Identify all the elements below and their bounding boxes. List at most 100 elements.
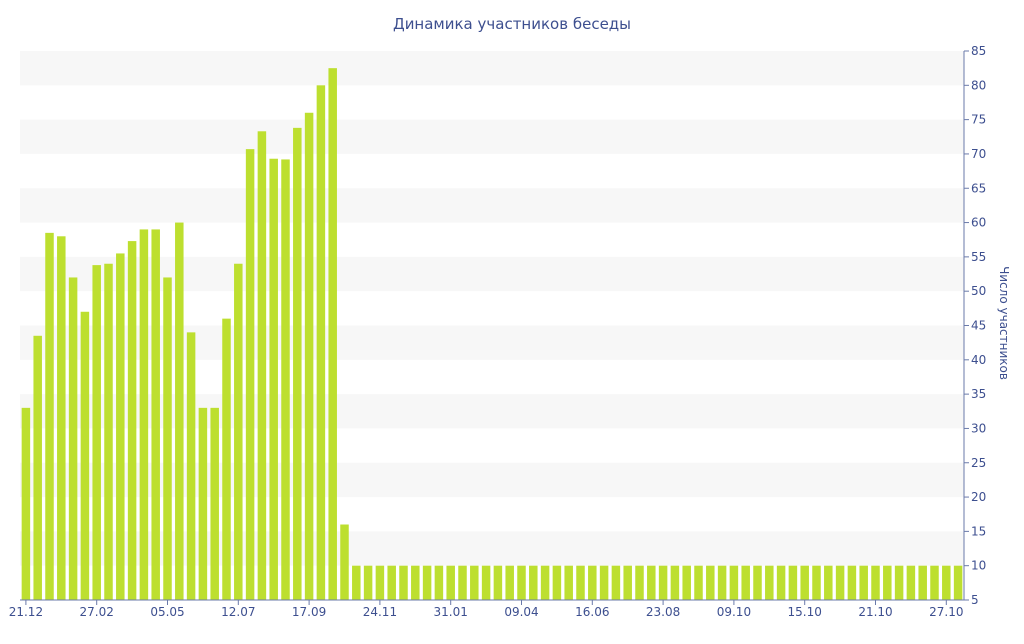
bar[interactable] — [470, 565, 479, 600]
y-tick-label: 35 — [971, 387, 986, 401]
y-axis-ticks: 5 10 15 20 25 30 35 40 45 50 55 60 65 70 75 80 85 — [964, 44, 986, 607]
bar[interactable] — [116, 253, 125, 600]
bar[interactable] — [363, 565, 373, 600]
x-tick-label: 21.12 — [9, 605, 43, 619]
bar[interactable] — [186, 332, 196, 600]
bar[interactable] — [139, 229, 149, 601]
bar[interactable] — [918, 565, 927, 600]
bar[interactable] — [234, 263, 243, 600]
bar[interactable] — [623, 565, 632, 600]
x-tick-label: 24.11 — [363, 605, 397, 619]
bar[interactable] — [175, 222, 184, 600]
x-tick-label: 27.02 — [80, 605, 114, 619]
bar[interactable] — [658, 565, 668, 600]
bar[interactable] — [257, 131, 267, 601]
bar[interactable] — [163, 277, 172, 600]
bar[interactable] — [68, 277, 78, 600]
bar[interactable] — [729, 565, 739, 600]
bar[interactable] — [21, 407, 31, 600]
bar[interactable] — [340, 524, 349, 600]
bar[interactable] — [694, 565, 703, 600]
bar-series — [21, 68, 963, 601]
bar[interactable] — [127, 241, 137, 600]
bar[interactable] — [422, 565, 432, 600]
bar[interactable] — [399, 565, 408, 600]
bar[interactable] — [647, 565, 656, 600]
bar[interactable] — [835, 565, 845, 600]
bar[interactable] — [741, 565, 750, 600]
bar[interactable] — [293, 127, 302, 601]
y-axis-label: Число участников — [997, 266, 1011, 380]
bar[interactable] — [304, 112, 314, 600]
bar[interactable] — [942, 565, 951, 600]
bar[interactable] — [151, 229, 160, 601]
y-tick-label: 60 — [971, 216, 986, 230]
bar[interactable] — [481, 565, 491, 600]
y-tick-label: 25 — [971, 456, 986, 470]
bar[interactable] — [894, 565, 904, 600]
bar[interactable] — [599, 565, 609, 600]
bar[interactable] — [706, 565, 715, 600]
bar[interactable] — [564, 565, 573, 600]
grid-band — [20, 188, 964, 223]
bar[interactable] — [493, 565, 503, 600]
bar[interactable] — [871, 565, 880, 600]
bar[interactable] — [411, 565, 420, 600]
bar[interactable] — [906, 565, 916, 600]
x-tick-label: 12.07 — [221, 605, 255, 619]
bar[interactable] — [529, 565, 538, 600]
bar[interactable] — [434, 565, 444, 600]
bar[interactable] — [540, 565, 550, 600]
bar[interactable] — [80, 311, 90, 600]
bar[interactable] — [375, 565, 385, 600]
bar[interactable] — [953, 565, 963, 600]
x-tick-label: 23.08 — [646, 605, 680, 619]
bar[interactable] — [222, 318, 231, 600]
bar[interactable] — [45, 232, 54, 601]
x-axis-ticks: 21.12 27.02 05.05 12.07 17.09 24.11 31.01 09.04… — [9, 600, 963, 619]
bar[interactable] — [316, 85, 326, 600]
bar[interactable] — [281, 159, 290, 600]
bar[interactable] — [682, 565, 691, 600]
grid-band — [20, 51, 964, 86]
bar[interactable] — [458, 565, 467, 600]
bar[interactable] — [765, 565, 774, 600]
bar[interactable] — [57, 236, 66, 601]
x-tick-label: 15.10 — [788, 605, 822, 619]
x-tick-label: 27.10 — [929, 605, 963, 619]
bar[interactable] — [788, 565, 798, 600]
bar[interactable] — [198, 407, 208, 600]
bar[interactable] — [812, 565, 821, 600]
bar[interactable] — [269, 158, 278, 601]
bar[interactable] — [776, 565, 786, 600]
bar[interactable] — [552, 565, 562, 600]
bar[interactable] — [328, 68, 337, 600]
x-tick-label: 17.09 — [292, 605, 326, 619]
bar[interactable] — [847, 565, 857, 600]
bar[interactable] — [635, 565, 644, 600]
bar[interactable] — [753, 565, 762, 600]
bar[interactable] — [210, 407, 219, 600]
bar[interactable] — [92, 265, 101, 600]
bar[interactable] — [33, 335, 42, 600]
bar[interactable] — [505, 565, 514, 600]
grid-band — [20, 531, 964, 566]
bar[interactable] — [352, 565, 361, 600]
y-tick-label: 15 — [971, 524, 986, 538]
bar[interactable] — [883, 565, 892, 600]
bar[interactable] — [446, 565, 455, 600]
bar[interactable] — [824, 565, 833, 600]
bar[interactable] — [670, 565, 680, 600]
bar[interactable] — [245, 149, 255, 600]
bar[interactable] — [576, 565, 585, 600]
bar[interactable] — [930, 565, 939, 600]
bar[interactable] — [859, 565, 868, 600]
bar[interactable] — [104, 263, 113, 600]
bar[interactable] — [611, 565, 621, 600]
bar[interactable] — [800, 565, 809, 600]
bar[interactable] — [517, 565, 526, 600]
bar[interactable] — [717, 565, 727, 600]
bar[interactable] — [387, 565, 396, 600]
bar[interactable] — [588, 565, 597, 600]
